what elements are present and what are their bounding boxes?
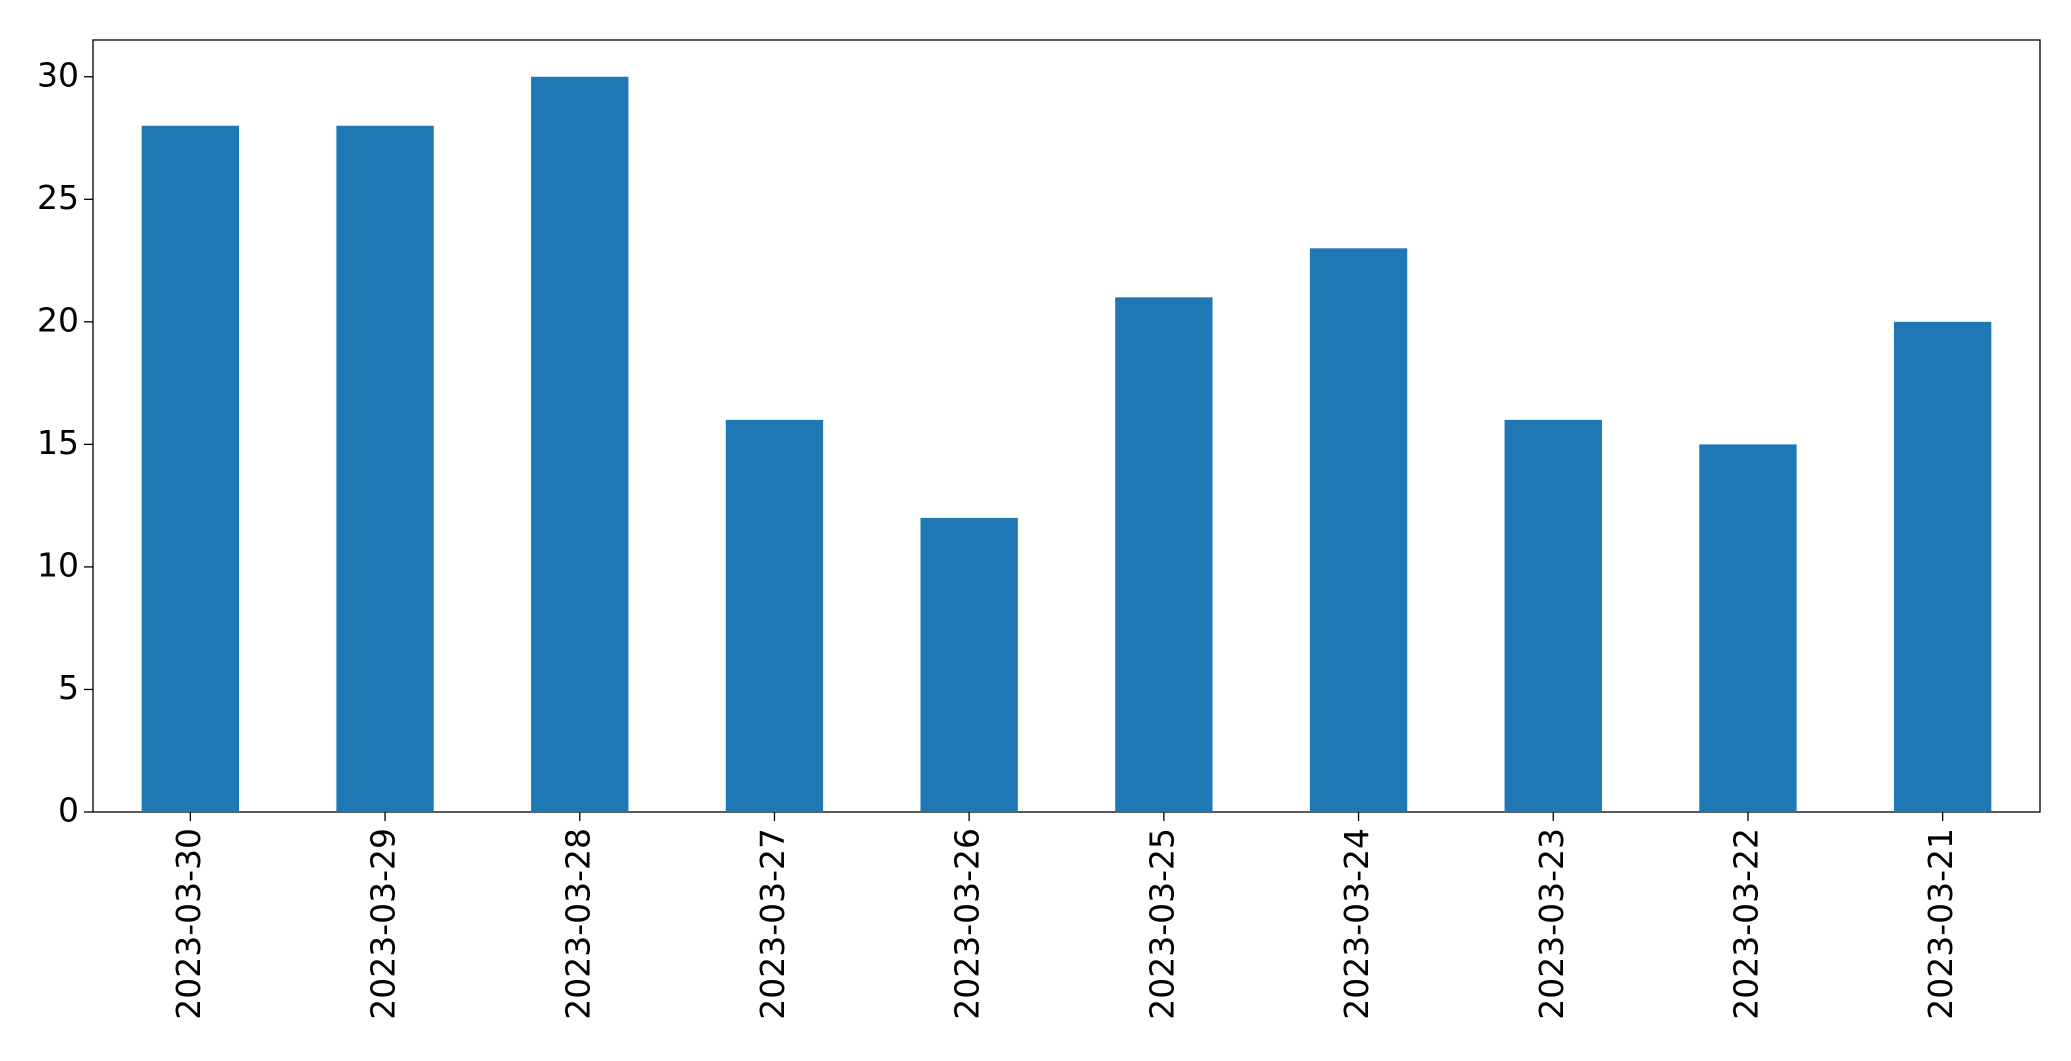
y-tick-label: 20 [37, 300, 79, 339]
x-tick-label: 2023-03-27 [753, 828, 792, 1020]
x-tick-label: 2023-03-22 [1726, 828, 1765, 1020]
x-tick-label: 2023-03-29 [364, 828, 403, 1020]
y-tick-label: 10 [37, 545, 79, 584]
bar [1699, 444, 1797, 812]
bar [725, 419, 824, 812]
y-tick-label: 5 [58, 668, 79, 707]
axes-frame [92, 39, 2041, 813]
x-tick-label: 2023-03-28 [558, 828, 597, 1020]
bar [920, 517, 1018, 812]
bar [1504, 419, 1602, 812]
x-tick-label: 2023-03-21 [1921, 828, 1960, 1020]
x-tick-label: 2023-03-24 [1337, 828, 1376, 1020]
y-tick-label: 0 [58, 791, 79, 830]
y-tick-label: 30 [37, 55, 79, 94]
y-tick-label: 25 [37, 178, 79, 217]
bar [531, 76, 629, 812]
bar [1115, 297, 1213, 812]
bar [141, 125, 240, 813]
x-tick-label: 2023-03-23 [1532, 828, 1571, 1020]
x-tick-label: 2023-03-30 [169, 828, 208, 1020]
y-tick-label: 15 [37, 423, 79, 462]
bar [1893, 321, 1992, 812]
bar [336, 125, 434, 813]
x-tick-label: 2023-03-26 [948, 828, 987, 1020]
bar [1309, 248, 1408, 813]
x-tick-label: 2023-03-25 [1142, 828, 1181, 1020]
